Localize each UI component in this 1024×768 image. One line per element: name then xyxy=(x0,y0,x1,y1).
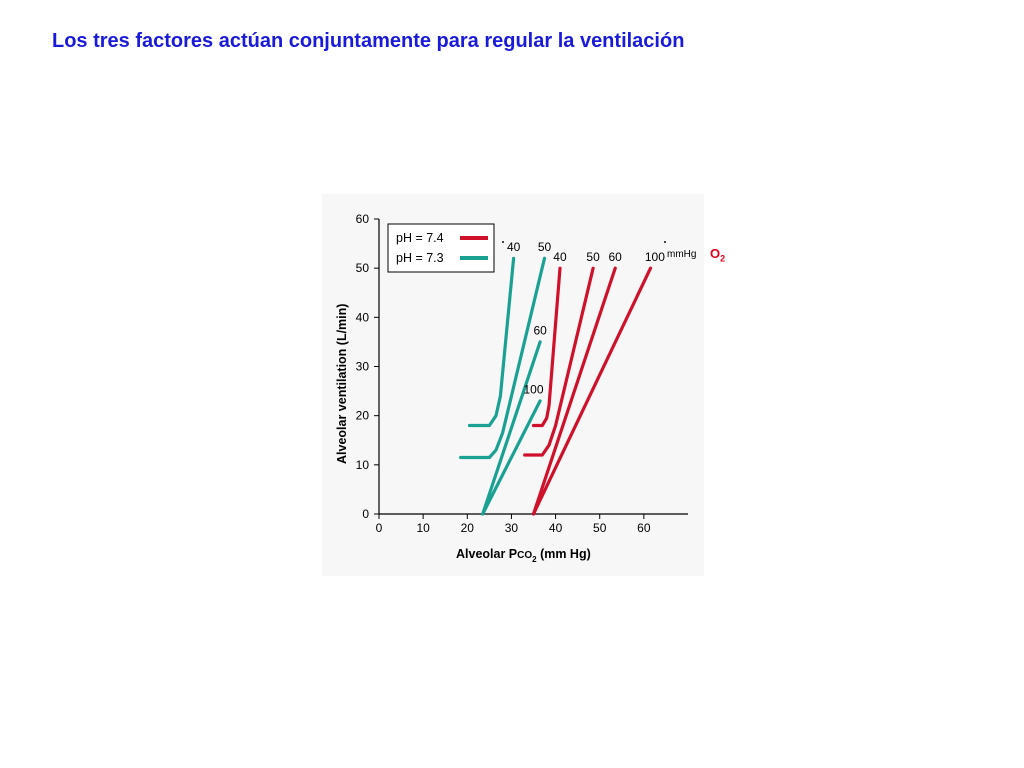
series-line-ph73-o2-40 xyxy=(467,256,516,428)
o2-label-main: O xyxy=(710,246,721,261)
curve-label: 60 xyxy=(608,250,622,264)
y-tick-label: 20 xyxy=(356,409,370,423)
x-tick-label: 60 xyxy=(637,521,651,535)
x-axis-title-subscript: CO xyxy=(517,550,532,561)
y-tick-label: 10 xyxy=(356,458,370,472)
y-tick-label: 0 xyxy=(362,507,369,521)
curve-label: 40 xyxy=(507,240,521,254)
x-axis-title: Alveolar PCO2 (mm Hg) xyxy=(456,547,591,564)
x-tick-label: 50 xyxy=(593,521,607,535)
x-axis-title-subscript-number: 2 xyxy=(532,555,537,564)
x-axis-title-prefix: Alveolar P xyxy=(456,547,517,561)
curve-unit-label: mmHg xyxy=(667,249,697,260)
curve-label: 40 xyxy=(553,250,567,264)
legend-label-ph74: pH = 7.4 xyxy=(396,231,444,245)
x-tick-label: 20 xyxy=(461,521,475,535)
series-line-ph73-o2-50 xyxy=(459,256,547,460)
curve-label: 50 xyxy=(538,240,552,254)
series-line-ph73-o2-60 xyxy=(481,340,542,516)
y-tick-label: 50 xyxy=(356,261,370,275)
x-tick-label: 30 xyxy=(505,521,519,535)
o2-label-subscript: 2 xyxy=(720,253,726,264)
slide-title: Los tres factores actúan conjuntamente p… xyxy=(52,30,685,52)
x-axis-title-suffix: (mm Hg) xyxy=(537,547,591,561)
legend-label-ph73: pH = 7.3 xyxy=(396,251,444,265)
legend: pH = 7.4 pH = 7.3 xyxy=(387,223,495,273)
curve-label: 100 xyxy=(645,250,665,264)
y-tick-label: 30 xyxy=(356,360,370,374)
series-layer xyxy=(459,256,653,516)
y-axis-title: Alveolar ventilation (L/min) xyxy=(335,304,349,464)
legend-box xyxy=(387,223,495,273)
stray-mark xyxy=(664,241,666,243)
curve-label: 100 xyxy=(523,383,543,397)
curve-label: 60 xyxy=(533,324,547,338)
stray-mark xyxy=(502,241,504,243)
figure-panel: 0 10 20 30 40 50 60 0 10 20 30 40 50 60 40 50 40 50 60 100… xyxy=(322,194,704,576)
svg-text:Alveolar PCO2 (mm Hg): Alveolar PCO2 (mm Hg) xyxy=(456,547,591,564)
series-line-ph74-o2-60 xyxy=(531,266,617,516)
y-tick-label: 40 xyxy=(356,310,370,324)
series-line-ph74-o2-50 xyxy=(523,266,595,457)
x-tick-label: 0 xyxy=(376,521,383,535)
x-tick-label: 40 xyxy=(549,521,563,535)
y-tick-label: 60 xyxy=(356,212,370,226)
series-line-ph74-o2-40 xyxy=(531,266,562,428)
curve-label: 50 xyxy=(586,250,600,264)
series-line-ph74-o2-100 xyxy=(531,266,653,516)
series-line-ph73-o2-100 xyxy=(481,399,542,516)
x-tick-label: 10 xyxy=(416,521,430,535)
o2-curve-label: O2 xyxy=(710,246,725,264)
